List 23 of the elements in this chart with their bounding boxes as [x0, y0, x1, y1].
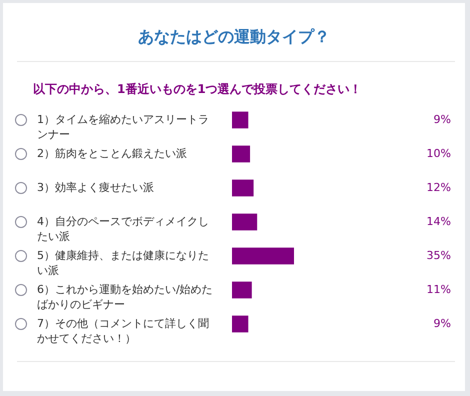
bar: [232, 180, 254, 196]
y-tick-label: 1）タイムを縮めたいアスリートランナー: [37, 112, 210, 142]
data-label: 9%: [434, 112, 451, 126]
bar: [232, 214, 258, 230]
bar: [232, 146, 250, 162]
bar: [232, 112, 248, 128]
y-tick-label: 5）健康維持、または健康になりたい派: [37, 248, 210, 278]
bar: [232, 248, 294, 264]
bar: [232, 316, 248, 332]
chart-subtitle: 以下の中から、1番近いものを1つ選んで投票してください！: [33, 81, 362, 98]
data-label: 12%: [426, 180, 451, 194]
y-tick-label: 6）これから運動を始めたい/始めたばかりのビギナー: [37, 282, 214, 312]
y-tick-label: 4）自分のペースでボディメイクしたい派: [37, 214, 210, 244]
bar: [232, 282, 252, 298]
data-label: 14%: [426, 214, 451, 228]
data-label: 35%: [426, 248, 451, 262]
data-label: 9%: [434, 316, 451, 330]
chart-title: あなたはどの運動タイプ？: [137, 27, 331, 48]
data-label: 10%: [426, 146, 451, 160]
y-tick-label: 2）筋肉をとことん鍛えたい派: [37, 146, 188, 161]
y-tick-label: 3）効率よく痩せたい派: [37, 180, 155, 195]
y-tick-label: 7）その他（コメントにて詳しく聞かせてください！）: [37, 316, 210, 346]
data-label: 11%: [426, 282, 451, 296]
